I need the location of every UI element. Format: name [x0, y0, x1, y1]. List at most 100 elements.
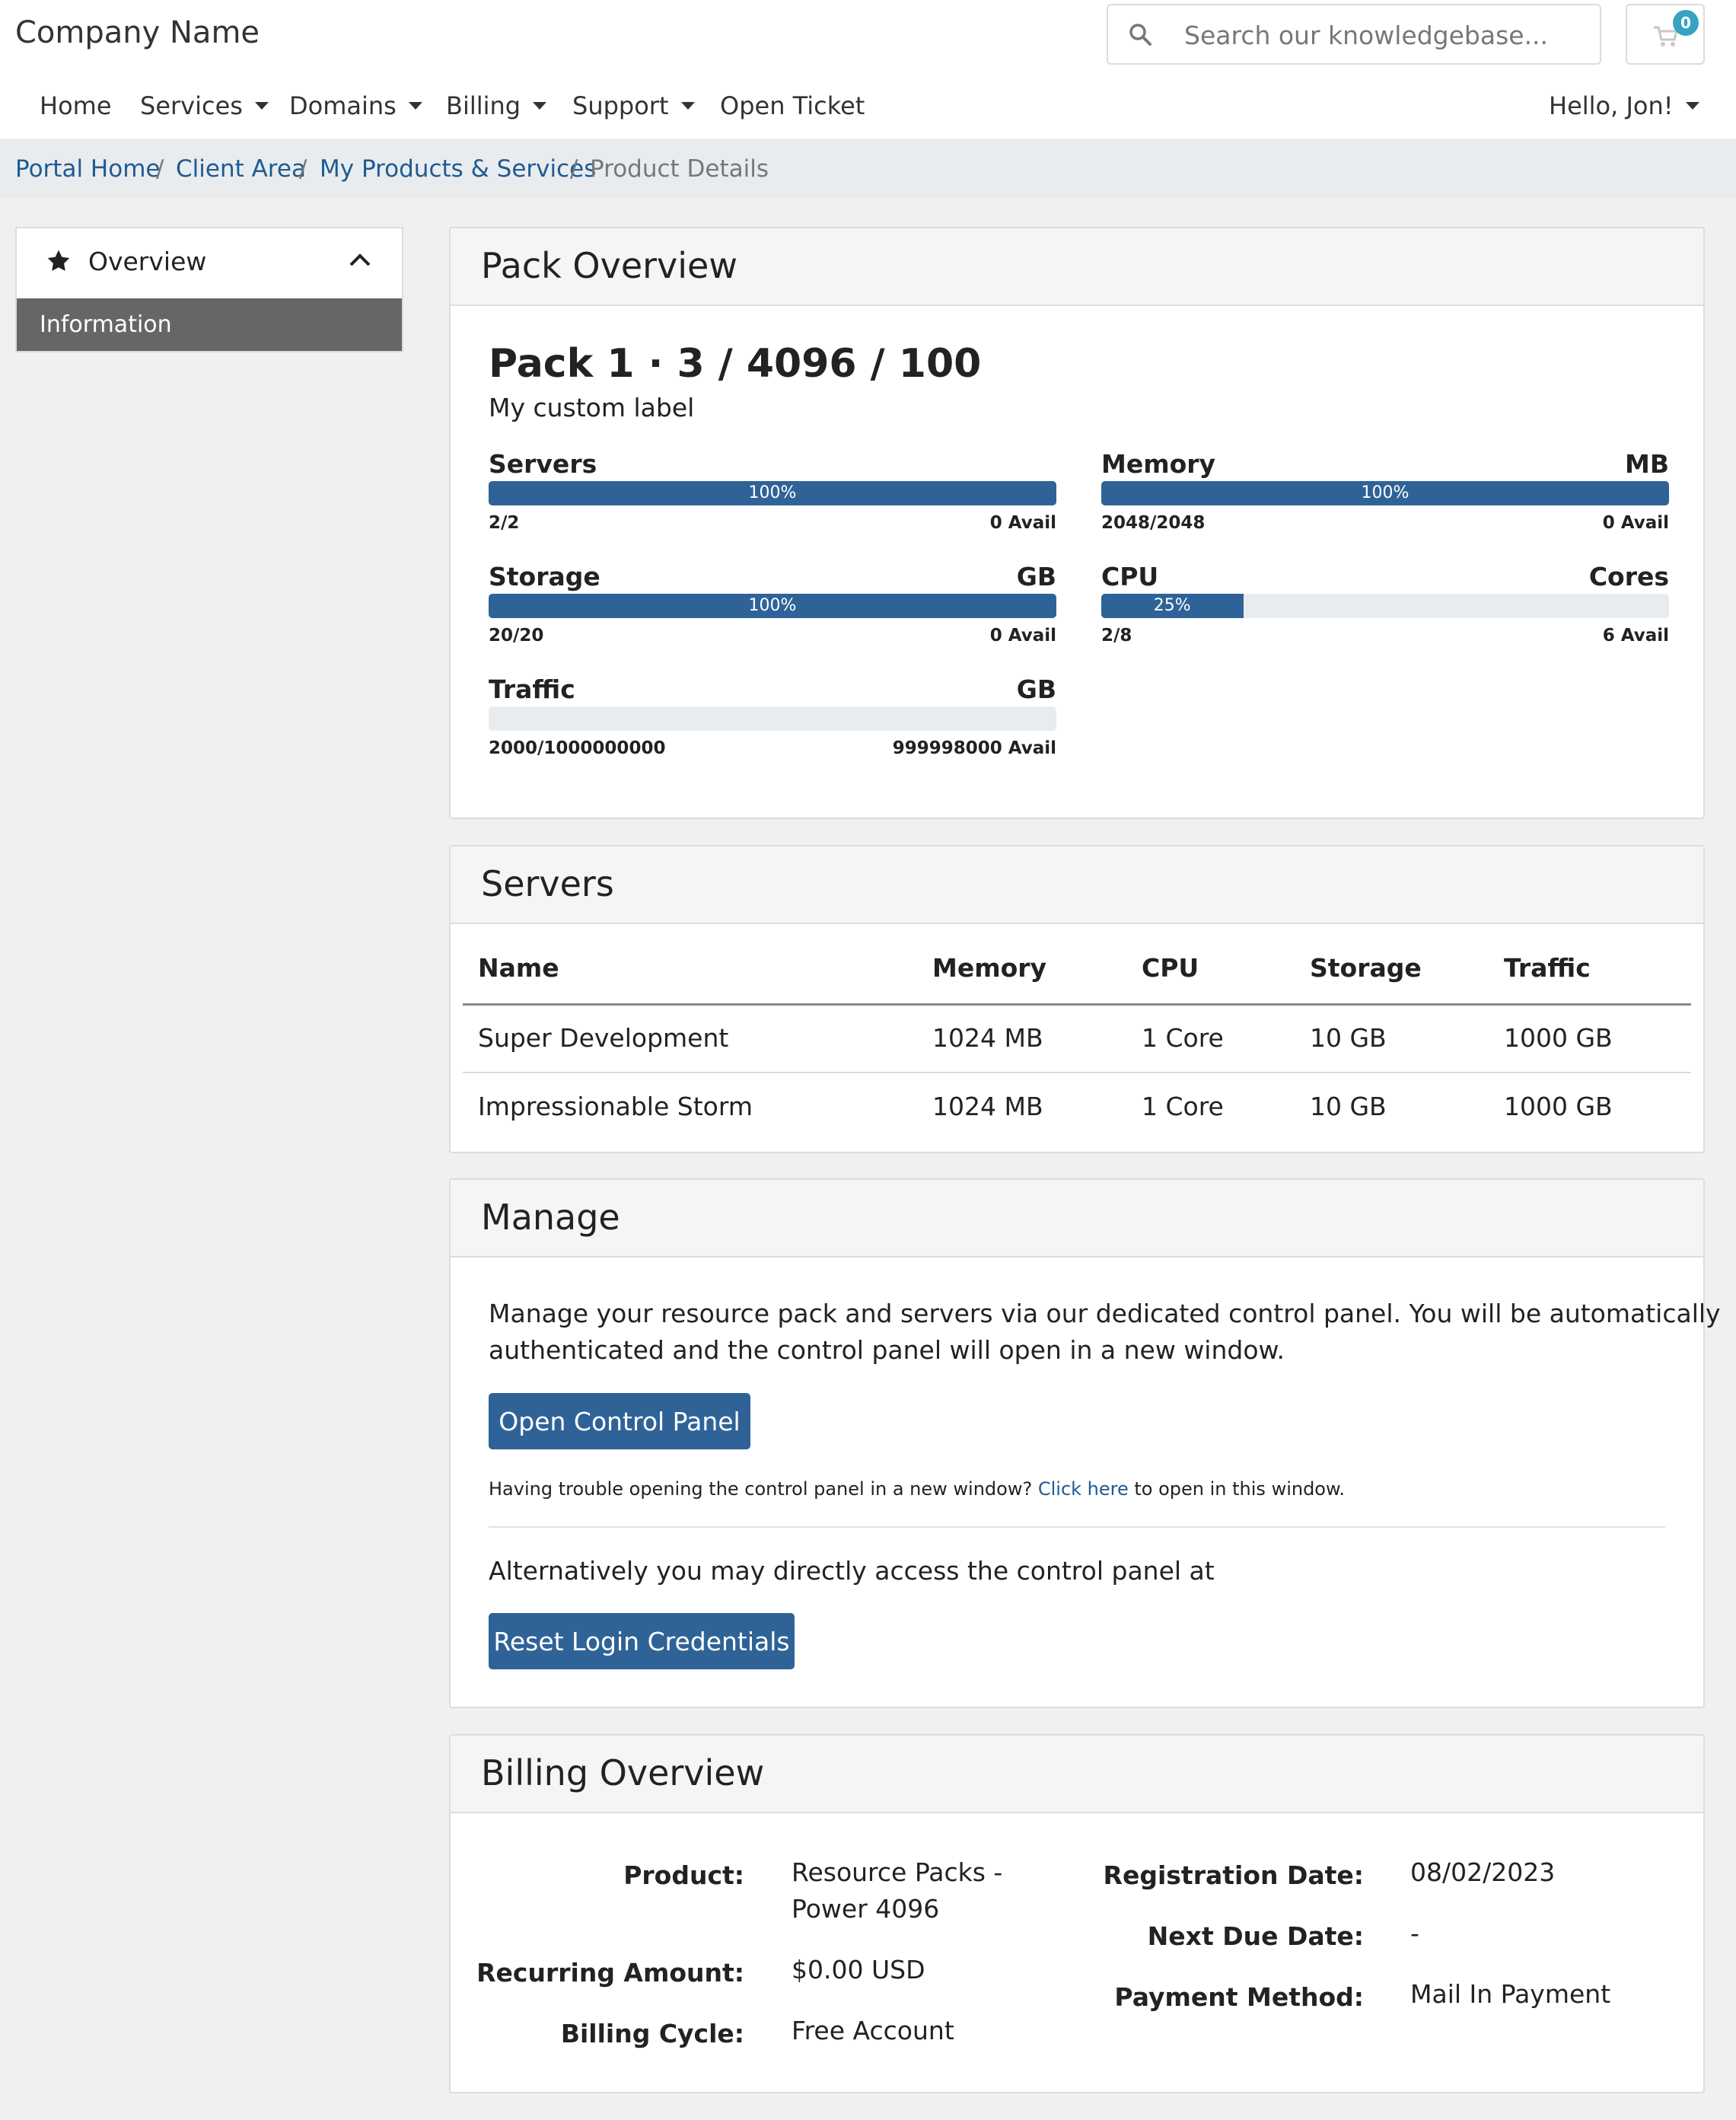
recurring-amount-value: $0.00 USD: [792, 1955, 925, 1985]
search-input[interactable]: Search our knowledgebase...: [1107, 4, 1601, 65]
sidebar-panel: Overview Information: [15, 227, 403, 352]
caret-down-icon: [1685, 102, 1699, 110]
gauge-count: 2/2: [489, 513, 520, 533]
gauge-memory: Memory MB 100% 2048/2048 0 Avail: [1101, 449, 1669, 533]
cell-traffic: 1000 GB: [1504, 1092, 1613, 1121]
top-navbar: Company Name Search our knowledgebase...…: [0, 0, 1736, 139]
manage-description-line1: Manage your resource pack and servers vi…: [489, 1299, 1721, 1328]
gauge-storage: Storage GB 100% 20/20 0 Avail: [489, 562, 1056, 646]
product-value-line2: Power 4096: [792, 1894, 940, 1924]
sidebar-title: Overview: [88, 247, 207, 276]
pack-overview-panel: Pack Overview Pack 1 · 3 / 4096 / 100 My…: [449, 227, 1705, 819]
nav-support[interactable]: Support: [572, 91, 695, 120]
gauge-servers: Servers 100% 2/2 0 Avail: [489, 449, 1056, 533]
trouble-text-suffix: to open in this window.: [1134, 1478, 1346, 1500]
cell-name: Super Development: [478, 1023, 729, 1053]
brand-logo[interactable]: Company Name: [15, 15, 260, 50]
progress-track: 100%: [489, 481, 1056, 505]
breadcrumb-separator: /: [299, 155, 307, 183]
nav-domains[interactable]: Domains: [289, 91, 422, 120]
search-placeholder: Search our knowledgebase...: [1184, 21, 1549, 50]
breadcrumb-portal-home[interactable]: Portal Home: [15, 155, 161, 183]
gauge-count: 2000/1000000000: [489, 738, 666, 758]
nav-billing[interactable]: Billing: [446, 91, 547, 120]
panel-header: Servers: [451, 846, 1703, 924]
registration-date-value: 08/02/2023: [1410, 1857, 1556, 1887]
registration-date-label: Registration Date:: [1103, 1860, 1364, 1890]
breadcrumb-separator: /: [570, 155, 578, 183]
gauge-label: Traffic: [489, 674, 575, 704]
chevron-up-icon[interactable]: [349, 251, 371, 268]
column-header-name[interactable]: Name: [478, 953, 559, 983]
servers-panel: Servers Name Memory CPU Storage Traffic …: [449, 845, 1705, 1153]
column-header-cpu[interactable]: CPU: [1142, 953, 1199, 983]
column-header-traffic[interactable]: Traffic: [1504, 953, 1591, 983]
cell-memory: 1024 MB: [932, 1023, 1043, 1053]
product-value-line1: Resource Packs -: [792, 1857, 1003, 1887]
breadcrumb: Portal Home / Client Area / My Products …: [0, 139, 1736, 198]
gauge-count: 20/20: [489, 626, 544, 646]
progress-track: 100%: [1101, 481, 1669, 505]
caret-down-icon: [533, 102, 547, 110]
payment-method-label: Payment Method:: [1114, 1982, 1364, 2012]
progress-fill: 100%: [489, 594, 1056, 618]
cart-icon: [1654, 26, 1678, 46]
gauge-unit: GB: [1016, 674, 1056, 704]
next-due-date-label: Next Due Date:: [1147, 1921, 1364, 1951]
gauge-avail: 0 Avail: [989, 626, 1056, 646]
gauge-unit: Cores: [1588, 562, 1669, 591]
sidebar-item-information[interactable]: Information: [17, 298, 402, 351]
recurring-amount-label: Recurring Amount:: [476, 1958, 744, 1988]
trouble-text-prefix: Having trouble opening the control panel…: [489, 1478, 1033, 1500]
cell-storage: 10 GB: [1310, 1092, 1387, 1121]
nav-home[interactable]: Home: [40, 91, 112, 120]
billing-cycle-label: Billing Cycle:: [560, 2019, 744, 2048]
pack-label: My custom label: [489, 393, 695, 422]
progress-track: 100%: [489, 594, 1056, 618]
gauge-traffic: Traffic GB 2000/1000000000 999998000 Ava…: [489, 674, 1056, 758]
progress-track: 25%: [1101, 594, 1669, 618]
cart-button[interactable]: 0: [1626, 4, 1705, 65]
gauge-label: Storage: [489, 562, 600, 591]
user-menu[interactable]: Hello, Jon!: [1549, 91, 1699, 120]
pack-title: Pack 1 · 3 / 4096 / 100: [489, 341, 982, 387]
table-header-divider: [463, 1003, 1691, 1006]
breadcrumb-my-products[interactable]: My Products & Services: [320, 155, 597, 183]
breadcrumb-current: Product Details: [590, 155, 769, 183]
divider: [489, 1526, 1665, 1528]
progress-fill: 100%: [489, 481, 1056, 505]
cell-name: Impressionable Storm: [478, 1092, 753, 1121]
product-label: Product:: [623, 1860, 744, 1890]
cell-memory: 1024 MB: [932, 1092, 1043, 1121]
progress-fill: 25%: [1101, 594, 1244, 618]
gauge-avail: 0 Avail: [989, 513, 1056, 533]
reset-login-credentials-button[interactable]: Reset Login Credentials: [489, 1613, 795, 1669]
panel-header: Manage: [451, 1180, 1703, 1258]
sidebar-header[interactable]: Overview: [17, 228, 402, 298]
billing-overview-panel: Billing Overview Product: Resource Packs…: [449, 1734, 1705, 2093]
breadcrumb-separator: /: [156, 155, 164, 183]
gauge-count: 2/8: [1101, 626, 1132, 646]
caret-down-icon: [408, 102, 422, 110]
open-control-panel-button[interactable]: Open Control Panel: [489, 1393, 750, 1449]
gauge-label: Memory: [1101, 449, 1216, 479]
cart-count-badge: 0: [1673, 10, 1699, 36]
cell-cpu: 1 Core: [1142, 1092, 1224, 1121]
column-header-memory[interactable]: Memory: [932, 953, 1047, 983]
search-icon: [1129, 24, 1151, 46]
gauge-avail: 0 Avail: [1602, 513, 1669, 533]
nav-services[interactable]: Services: [140, 91, 269, 120]
gauge-count: 2048/2048: [1101, 513, 1206, 533]
panel-header: Billing Overview: [451, 1736, 1703, 1813]
manage-panel: Manage Manage your resource pack and ser…: [449, 1178, 1721, 1708]
column-header-storage[interactable]: Storage: [1310, 953, 1422, 983]
breadcrumb-client-area[interactable]: Client Area: [176, 155, 306, 183]
panel-title: Servers: [481, 863, 614, 904]
manage-description-line2: authenticated and the control panel will…: [489, 1335, 1285, 1365]
alternative-text: Alternatively you may directly access th…: [489, 1556, 1215, 1586]
progress-track: [489, 706, 1056, 731]
nav-open-ticket[interactable]: Open Ticket: [720, 91, 865, 120]
progress-fill: 100%: [1101, 481, 1669, 505]
caret-down-icon: [254, 102, 269, 110]
click-here-link[interactable]: Click here: [1037, 1478, 1129, 1500]
